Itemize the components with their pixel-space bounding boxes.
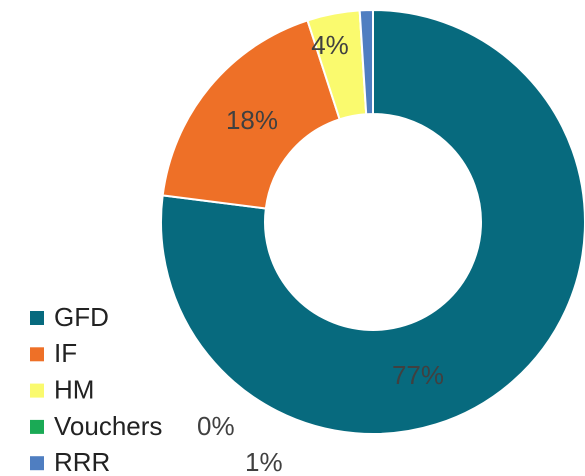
legend-label: GFD xyxy=(54,302,109,332)
data-label: 1% xyxy=(245,447,283,476)
legend-swatch xyxy=(30,419,44,434)
data-label: 4% xyxy=(311,30,349,60)
legend-swatch xyxy=(30,311,44,325)
data-label: 18% xyxy=(226,105,278,135)
data-label: 77% xyxy=(392,360,444,390)
legend-swatch xyxy=(30,383,44,398)
donut-slice xyxy=(358,8,374,116)
data-label: 0% xyxy=(197,411,235,441)
legend-swatch xyxy=(30,456,44,471)
legend-swatch xyxy=(30,347,44,362)
legend-label: HM xyxy=(54,374,94,404)
legend-label: RRR xyxy=(54,447,110,476)
donut-slice xyxy=(160,8,585,435)
legend-label: IF xyxy=(54,338,77,368)
donut-slice xyxy=(161,19,341,210)
legend-label: Vouchers xyxy=(54,411,162,441)
